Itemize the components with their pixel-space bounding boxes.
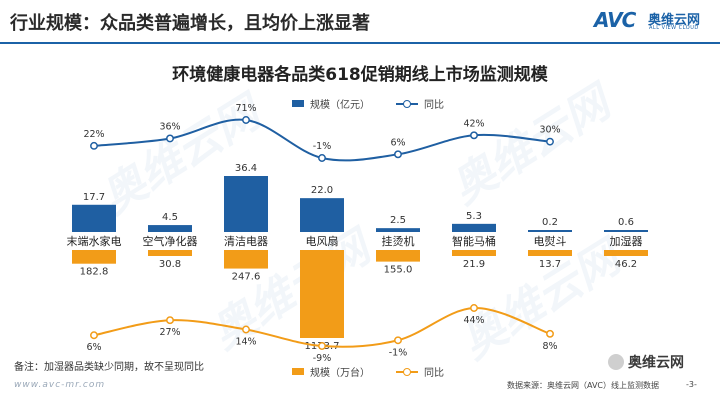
legend-line-swatch	[396, 367, 418, 377]
legend-bar-swatch	[292, 100, 304, 107]
footnote: 备注：加湿器品类缺少同期，故不呈现同比	[14, 362, 204, 373]
legend-bar-label: 规模（万台）	[310, 368, 370, 379]
brand-logo: AVC 奥维云网 ALL VIEW CLOUD	[594, 8, 712, 36]
yoy-volume-point	[394, 336, 402, 345]
category-label: 空气净化器	[143, 234, 198, 248]
wechat-badge: 奥维云网	[608, 352, 684, 372]
bar-value-label: 36.4	[235, 163, 257, 174]
yoy-volume-label: 14%	[235, 337, 256, 348]
legend-line-label: 同比	[424, 368, 444, 379]
yoy-volume-label: 44%	[463, 315, 484, 326]
site-url[interactable]: www.avc-mr.com	[14, 380, 106, 390]
bar-value-label: 155.0	[384, 265, 413, 276]
bar-value-label: 2.5	[390, 215, 406, 226]
yoy-value-label: 36%	[159, 121, 180, 132]
legend-bar-label: 规模（亿元）	[310, 100, 370, 111]
wechat-label: 奥维云网	[628, 355, 684, 371]
yoy-volume-point	[242, 325, 250, 334]
brand-mark: AVC	[594, 8, 636, 32]
page-title: 行业规模：众品类普遍增长，且均价上涨显著	[10, 13, 370, 34]
category-label: 挂烫机	[382, 234, 415, 248]
yoy-value-point	[318, 154, 326, 162]
value-bar-blue	[300, 198, 344, 232]
yoy-value-label: -1%	[313, 141, 332, 152]
value-bar-orange	[604, 250, 648, 256]
value-bar-blue	[376, 228, 420, 232]
value-bar-orange	[376, 250, 420, 262]
bar-value-label: 0.6	[618, 217, 634, 228]
title-divider	[0, 42, 720, 44]
yoy-volume-label: -9%	[313, 353, 332, 364]
chart-title: 环境健康电器各品类618促销期线上市场监测规模	[172, 65, 548, 85]
legend-line-label: 同比	[424, 100, 444, 111]
bar-value-label: 46.2	[615, 259, 637, 270]
yoy-value-point	[394, 150, 402, 159]
category-label: 电风扇	[306, 234, 339, 248]
bar-value-label: 247.6	[232, 272, 261, 283]
legend-bar-swatch	[292, 368, 304, 375]
category-label: 电熨斗	[534, 234, 567, 248]
header: 行业规模：众品类普遍增长，且均价上涨显著 AVC 奥维云网 ALL VIEW C…	[0, 0, 720, 40]
yoy-value-label: 30%	[539, 125, 560, 136]
bar-value-label: 182.8	[80, 267, 109, 278]
yoy-volume-point	[470, 304, 478, 312]
legend-bottom: 规模（万台） 同比	[292, 364, 444, 379]
bar-value-label: 5.3	[466, 211, 482, 222]
value-bar-blue	[148, 225, 192, 232]
yoy-volume-point	[90, 331, 98, 340]
bar-value-label: 13.7	[539, 259, 561, 270]
yoy-volume-label: 27%	[159, 327, 180, 338]
yoy-value-point	[166, 134, 174, 143]
bar-value-label: 0.2	[542, 217, 558, 228]
yoy-volume-point	[166, 316, 174, 325]
yoy-volume-label: 6%	[86, 342, 101, 353]
bar-value-label: 22.0	[311, 185, 333, 196]
value-bar-orange	[300, 250, 344, 338]
category-label: 智能马桶	[452, 234, 496, 248]
value-bar-orange	[452, 250, 496, 256]
yoy-value-point	[546, 137, 554, 146]
page-number: -3-	[686, 380, 697, 389]
value-bar-blue	[528, 230, 572, 232]
value-bar-blue	[452, 223, 496, 232]
category-label: 清洁电器	[224, 235, 268, 248]
category-label: 加湿器	[610, 235, 643, 248]
data-source: 数据来源：奥维云网（AVC）线上监测数据	[507, 381, 660, 390]
brand-name: 奥维云网	[648, 13, 701, 28]
category-label: 末端水家电	[67, 234, 122, 248]
wechat-icon	[608, 354, 624, 370]
value-bar-orange	[148, 250, 192, 256]
yoy-volume-label: 8%	[542, 341, 557, 352]
yoy-value-label: 6%	[390, 137, 405, 148]
value-bar-blue	[604, 230, 648, 232]
yoy-volume-point	[318, 342, 326, 350]
bar-value-label: 4.5	[162, 212, 178, 223]
yoy-value-point	[90, 141, 98, 150]
yoy-value-label: 42%	[463, 118, 484, 129]
value-bar-orange	[72, 250, 116, 264]
legend-top: 规模（亿元） 同比	[292, 96, 444, 111]
bar-value-label: 21.9	[463, 259, 485, 270]
value-bar-blue	[72, 204, 116, 232]
brand-tagline: ALL VIEW CLOUD	[649, 25, 699, 31]
legend-line-swatch	[396, 99, 418, 109]
value-bar-blue	[224, 176, 268, 232]
yoy-value-point	[470, 131, 478, 140]
value-bar-orange	[224, 250, 268, 269]
value-bar-orange	[528, 250, 572, 256]
yoy-value-point	[242, 116, 250, 124]
bar-value-label: 17.7	[83, 192, 105, 203]
yoy-value-label: 22%	[83, 129, 104, 140]
yoy-volume-point	[546, 329, 554, 338]
bar-value-label: 30.8	[159, 259, 181, 270]
yoy-volume-label: -1%	[389, 347, 408, 358]
yoy-value-label: 71%	[235, 103, 256, 114]
